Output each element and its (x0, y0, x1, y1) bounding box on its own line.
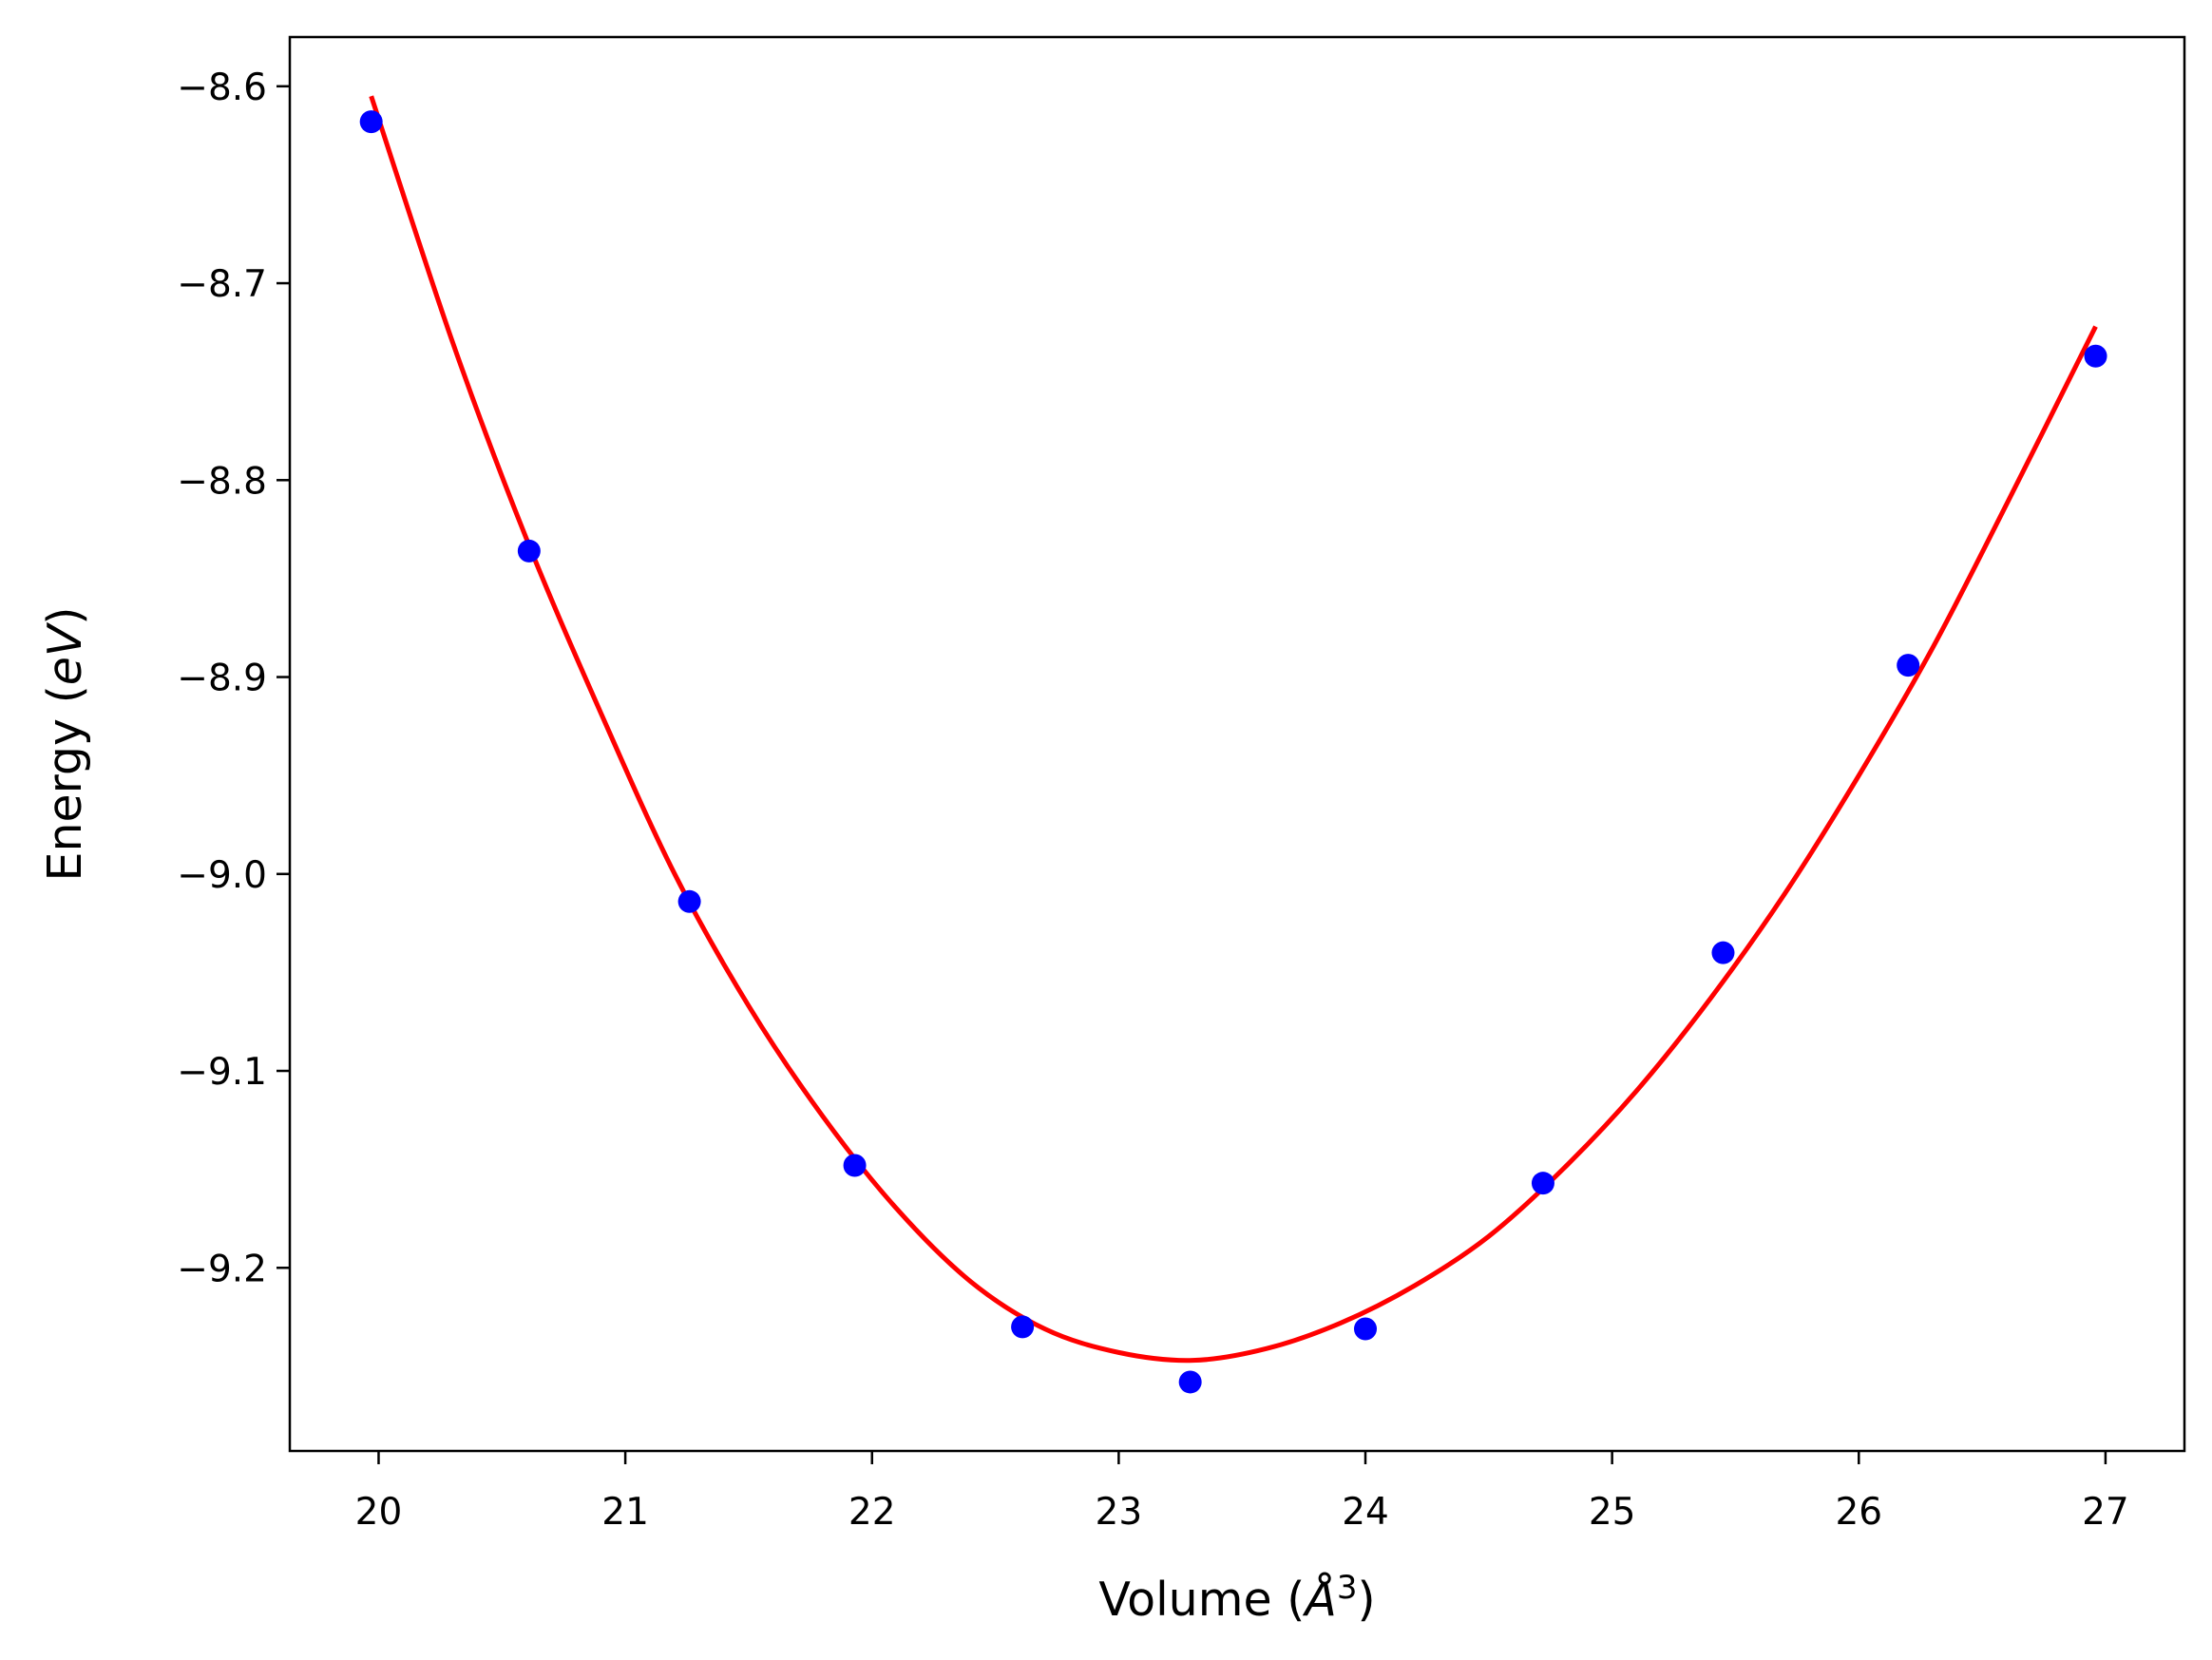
plot-area (359, 95, 2107, 1394)
x-axis-title-prefix: Volume ( (1098, 1573, 1305, 1627)
y-tick-label: −9.0 (177, 854, 267, 897)
x-axis-title-superscript: 3 (1337, 1569, 1358, 1607)
fit-curve (369, 95, 2098, 1364)
x-tick-label: 27 (2082, 1491, 2129, 1534)
data-point (1897, 654, 1920, 677)
x-tick-label: 22 (849, 1491, 896, 1534)
x-axis-ticks: 20 21 22 23 24 25 26 27 (355, 1451, 2129, 1534)
x-axis-title-suffix: ) (1357, 1573, 1375, 1627)
x-axis-title: Volume (Å3) (1098, 1569, 1375, 1627)
y-tick-label: −8.9 (177, 658, 267, 700)
data-point (1531, 1172, 1554, 1195)
data-point (843, 1154, 867, 1177)
data-point (2084, 344, 2107, 368)
y-axis-title-prefix: Energy ( (38, 685, 92, 881)
x-tick-label: 26 (1835, 1491, 1882, 1534)
data-point (1178, 1370, 1202, 1394)
data-point (1011, 1315, 1035, 1339)
y-axis-title: Energy (eV) (38, 606, 92, 881)
data-point (359, 110, 383, 134)
x-tick-label: 23 (1096, 1491, 1143, 1534)
x-tick-label: 24 (1342, 1491, 1389, 1534)
y-axis-ticks: −8.6 −8.7 −8.8 −8.9 −9.0 −9.1 −9.2 (177, 67, 290, 1290)
y-axis-title-suffix: ) (38, 606, 92, 624)
data-point (677, 889, 701, 913)
data-point (1354, 1317, 1378, 1341)
y-tick-label: −9.2 (177, 1248, 267, 1290)
y-tick-label: −9.1 (177, 1051, 267, 1094)
plot-frame (288, 35, 2186, 1453)
data-point (1711, 941, 1735, 964)
x-tick-label: 20 (355, 1491, 403, 1534)
y-tick-label: −8.6 (177, 67, 267, 109)
x-tick-label: 25 (1589, 1491, 1636, 1534)
y-tick-label: −8.7 (177, 263, 267, 306)
x-axis-title-unit: Å (1302, 1571, 1337, 1627)
x-tick-label: 21 (601, 1491, 649, 1534)
y-axis-title-unit: eV (38, 621, 92, 685)
data-point (517, 539, 541, 563)
y-tick-label: −8.8 (177, 460, 267, 503)
